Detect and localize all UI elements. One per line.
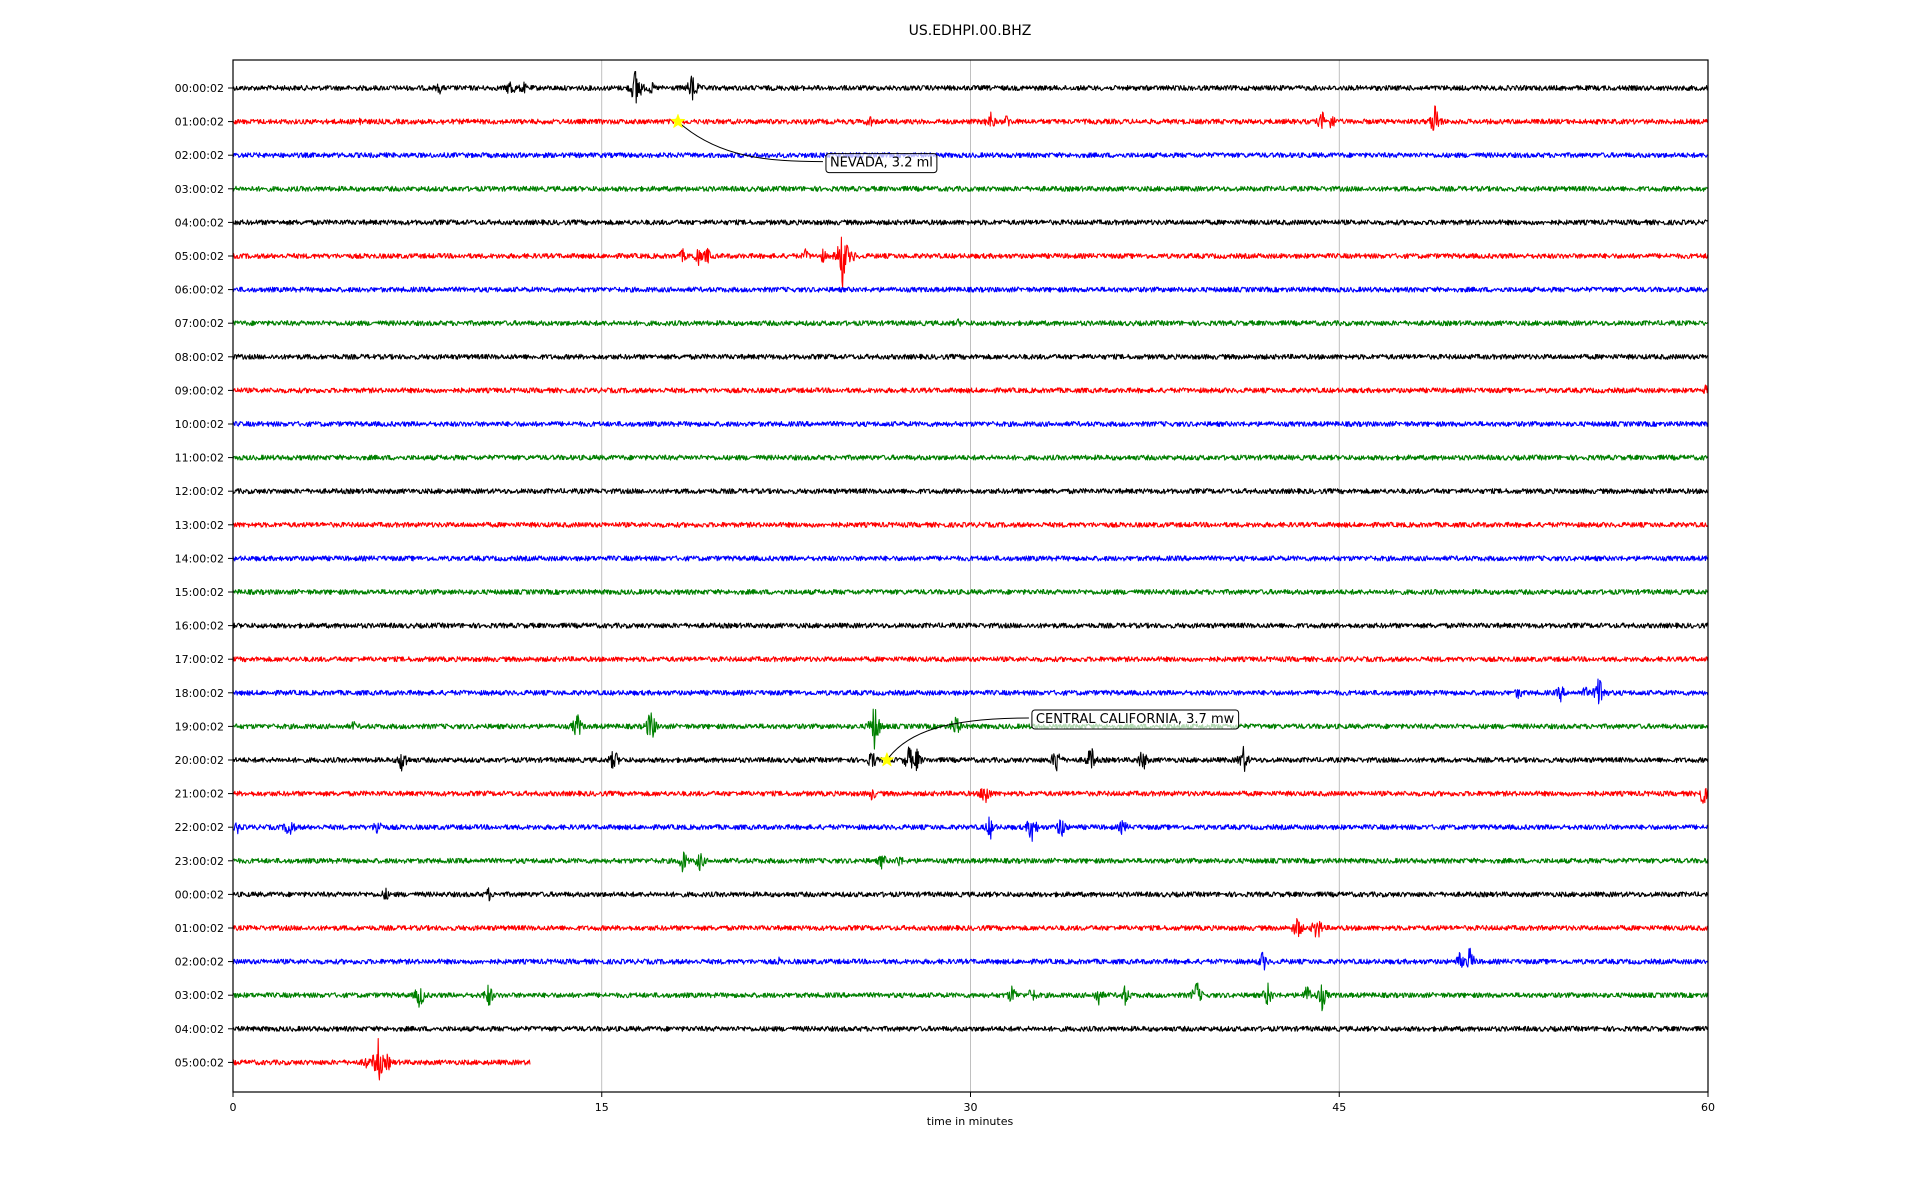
x-tick-label: 0 [230,1101,237,1114]
x-tick-label: 15 [595,1101,609,1114]
trace-row [232,1025,1709,1032]
y-tick-label: 03:00:02 [175,183,224,196]
y-tick-label: 02:00:02 [175,956,224,969]
trace-row [232,105,1709,131]
y-tick-label: 08:00:02 [175,351,224,364]
trace-row [232,318,1708,327]
y-tick-label: 14:00:02 [175,552,224,565]
trace-row [232,236,1709,288]
y-tick-label: 09:00:02 [175,384,224,397]
trace-row [232,555,1709,562]
trace-row [232,152,1709,159]
x-tick-label: 45 [1332,1101,1346,1114]
trace-row [232,947,1709,971]
event-star-marker [879,751,895,767]
trace-row [232,588,1709,596]
y-tick-label: 18:00:02 [175,687,224,700]
y-tick-label: 13:00:02 [175,519,224,532]
trace-row [232,851,1709,873]
annotation-connector [677,121,823,163]
y-tick-label: 21:00:02 [175,788,224,801]
trace-row [232,454,1709,461]
x-tick-label: 60 [1701,1101,1715,1114]
y-tick-labels: 00:00:02 01:00:02 02:00:02 03:00:02 04:00:02… [175,82,233,1069]
trace-row [232,622,1709,629]
annotation-box [825,153,938,174]
y-tick-label: 04:00:02 [175,1023,224,1036]
y-tick-label: 20:00:02 [175,754,224,767]
y-tick-label: 00:00:02 [175,888,224,901]
y-tick-label: 12:00:02 [175,485,224,498]
trace-row [232,887,1708,902]
trace-row [232,982,1709,1012]
trace-row [232,384,1709,394]
trace-row [232,488,1708,495]
y-tick-label: 05:00:02 [175,1056,224,1069]
y-tick-label: 01:00:02 [175,116,224,129]
y-tick-label: 17:00:02 [175,653,224,666]
annotation-box [1031,709,1240,730]
trace-row [232,816,1709,842]
x-axis-label: time in minutes [927,1115,1014,1128]
y-tick-label: 05:00:02 [175,250,224,263]
trace-row [232,787,1709,804]
grid-lines [601,60,1340,1092]
annotation-label: CENTRAL CALIFORNIA, 3.7 mw [1036,712,1235,727]
y-tick-label: 04:00:02 [175,216,224,229]
y-tick-label: 06:00:02 [175,284,224,297]
seismic-traces [232,70,1709,1081]
y-tick-label: 10:00:02 [175,418,224,431]
trace-row [232,745,1709,772]
trace-row [232,353,1709,360]
chart-title: US.EDHPI.00.BHZ [909,23,1032,39]
annotation-connector [886,717,1029,761]
y-tick-label: 15:00:02 [175,586,224,599]
event-annotations: NEVADA, 3.2 ml CENTRAL CALIFORNIA, 3.7 mw [670,113,1240,767]
y-tick-label: 00:00:02 [175,82,224,95]
y-tick-label: 01:00:02 [175,922,224,935]
trace-row [232,185,1709,192]
trace-row [232,656,1709,663]
x-tick-labels: 0 15 30 45 60 [230,1092,1715,1114]
y-tick-label: 11:00:02 [175,452,224,465]
annotation-label: NEVADA, 3.2 ml [830,156,933,171]
x-tick-label: 30 [964,1101,978,1114]
trace-row [232,918,1709,938]
y-tick-label: 03:00:02 [175,989,224,1002]
trace-row [232,286,1709,293]
trace-row [232,219,1709,226]
y-tick-label: 16:00:02 [175,620,224,633]
y-tick-label: 22:00:02 [175,821,224,834]
y-tick-label: 19:00:02 [175,720,224,733]
y-tick-label: 07:00:02 [175,317,224,330]
trace-row [232,678,1709,705]
trace-row [232,521,1709,528]
trace-row [232,1037,531,1081]
event-star-marker [670,113,686,129]
y-tick-label: 23:00:02 [175,855,224,868]
y-tick-label: 02:00:02 [175,149,224,162]
trace-row [232,708,1709,750]
trace-row [232,70,1708,104]
trace-row [232,420,1709,428]
